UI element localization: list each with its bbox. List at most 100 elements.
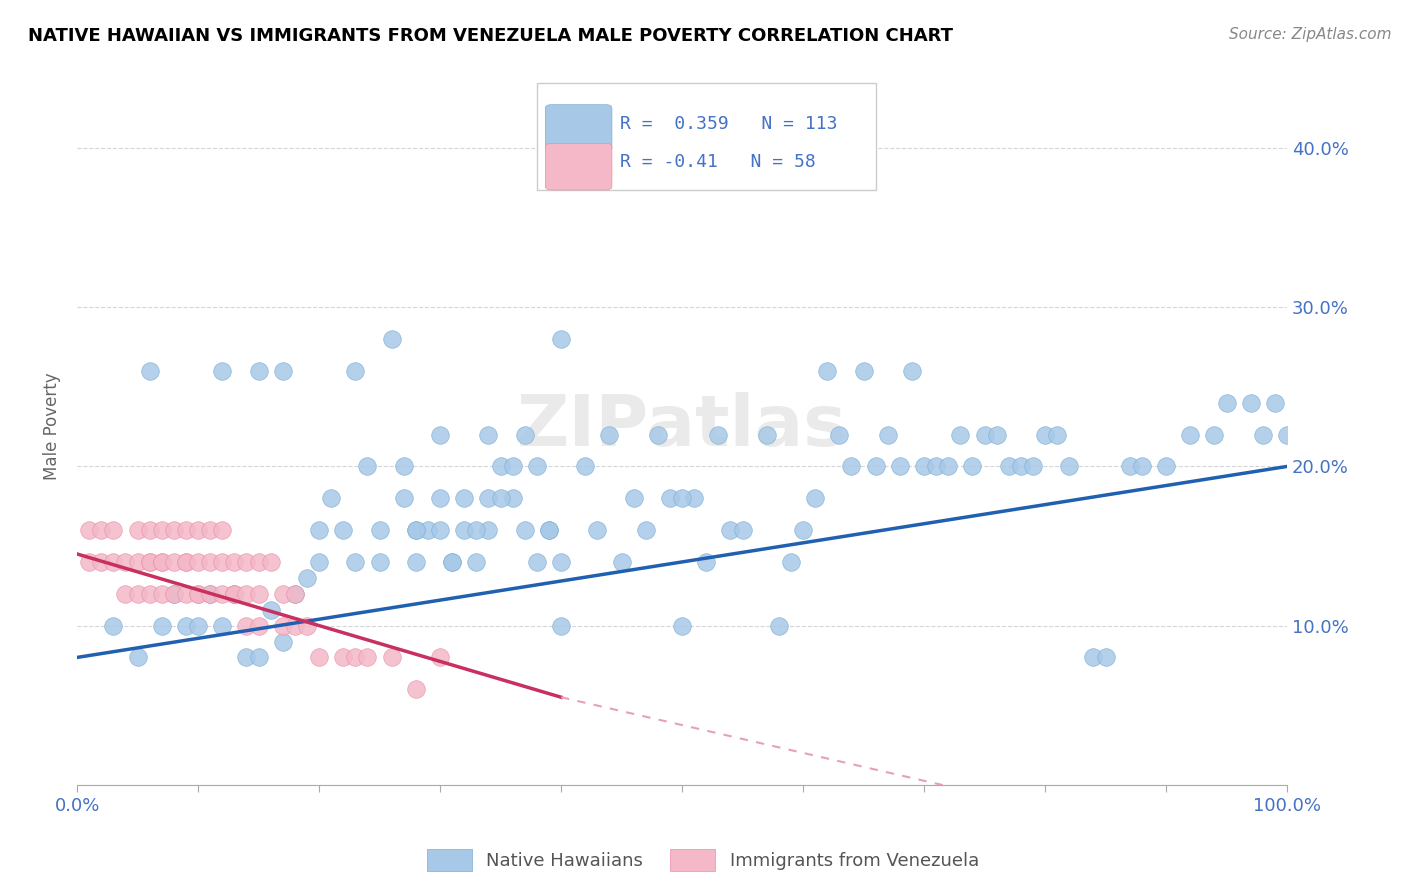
- Point: [247, 587, 270, 601]
- Point: [77, 555, 100, 569]
- Point: [429, 491, 451, 506]
- Point: [925, 459, 948, 474]
- Point: [936, 459, 959, 474]
- Point: [381, 332, 404, 346]
- Point: [1240, 396, 1263, 410]
- Point: [271, 618, 294, 632]
- Point: [114, 587, 136, 601]
- Point: [284, 587, 307, 601]
- Point: [271, 364, 294, 378]
- Point: [755, 427, 778, 442]
- Point: [634, 523, 657, 537]
- Point: [187, 555, 209, 569]
- Point: [198, 523, 221, 537]
- Point: [211, 587, 233, 601]
- Point: [211, 555, 233, 569]
- Point: [198, 587, 221, 601]
- Text: NATIVE HAWAIIAN VS IMMIGRANTS FROM VENEZUELA MALE POVERTY CORRELATION CHART: NATIVE HAWAIIAN VS IMMIGRANTS FROM VENEZ…: [28, 27, 953, 45]
- Point: [477, 427, 499, 442]
- Point: [211, 618, 233, 632]
- Point: [198, 587, 221, 601]
- Point: [295, 571, 318, 585]
- Point: [127, 587, 149, 601]
- Point: [610, 555, 633, 569]
- Point: [368, 555, 391, 569]
- Point: [526, 555, 548, 569]
- Point: [163, 587, 186, 601]
- Y-axis label: Male Poverty: Male Poverty: [44, 373, 60, 481]
- Point: [901, 364, 924, 378]
- Point: [138, 555, 160, 569]
- Point: [174, 618, 197, 632]
- Point: [598, 427, 620, 442]
- Point: [1046, 427, 1069, 442]
- Point: [441, 555, 464, 569]
- Point: [163, 555, 186, 569]
- Point: [865, 459, 887, 474]
- Point: [876, 427, 898, 442]
- Point: [513, 427, 536, 442]
- Point: [174, 555, 197, 569]
- Point: [429, 427, 451, 442]
- Point: [174, 523, 197, 537]
- Point: [368, 523, 391, 537]
- Point: [174, 587, 197, 601]
- Point: [405, 682, 427, 697]
- Point: [768, 618, 790, 632]
- Point: [163, 587, 186, 601]
- Point: [1010, 459, 1032, 474]
- Point: [284, 587, 307, 601]
- Point: [841, 459, 863, 474]
- Point: [224, 587, 246, 601]
- Point: [381, 650, 404, 665]
- Point: [295, 618, 318, 632]
- Point: [537, 523, 560, 537]
- Point: [1264, 396, 1286, 410]
- Point: [405, 555, 427, 569]
- Point: [344, 650, 367, 665]
- Point: [198, 555, 221, 569]
- Point: [962, 459, 984, 474]
- Point: [356, 459, 378, 474]
- Point: [513, 523, 536, 537]
- Point: [659, 491, 682, 506]
- Point: [224, 555, 246, 569]
- Point: [804, 491, 827, 506]
- Point: [683, 491, 706, 506]
- Point: [138, 587, 160, 601]
- Point: [889, 459, 911, 474]
- Point: [392, 491, 415, 506]
- Point: [138, 364, 160, 378]
- Point: [187, 587, 209, 601]
- Text: R = -0.41   N = 58: R = -0.41 N = 58: [620, 153, 815, 171]
- Point: [815, 364, 838, 378]
- Point: [429, 523, 451, 537]
- Point: [949, 427, 972, 442]
- Point: [477, 491, 499, 506]
- Point: [344, 555, 367, 569]
- Point: [586, 523, 609, 537]
- Point: [187, 587, 209, 601]
- Point: [235, 555, 257, 569]
- Point: [405, 523, 427, 537]
- Point: [247, 555, 270, 569]
- Point: [1119, 459, 1142, 474]
- Point: [284, 618, 307, 632]
- Point: [537, 523, 560, 537]
- Point: [671, 491, 693, 506]
- Point: [174, 555, 197, 569]
- Point: [103, 523, 125, 537]
- Point: [550, 332, 572, 346]
- Point: [247, 650, 270, 665]
- Point: [997, 459, 1019, 474]
- Point: [90, 555, 112, 569]
- Point: [332, 650, 354, 665]
- FancyBboxPatch shape: [537, 83, 876, 190]
- Point: [127, 555, 149, 569]
- Point: [671, 618, 693, 632]
- Point: [356, 650, 378, 665]
- Point: [150, 555, 173, 569]
- Point: [1180, 427, 1202, 442]
- Point: [114, 555, 136, 569]
- Point: [211, 364, 233, 378]
